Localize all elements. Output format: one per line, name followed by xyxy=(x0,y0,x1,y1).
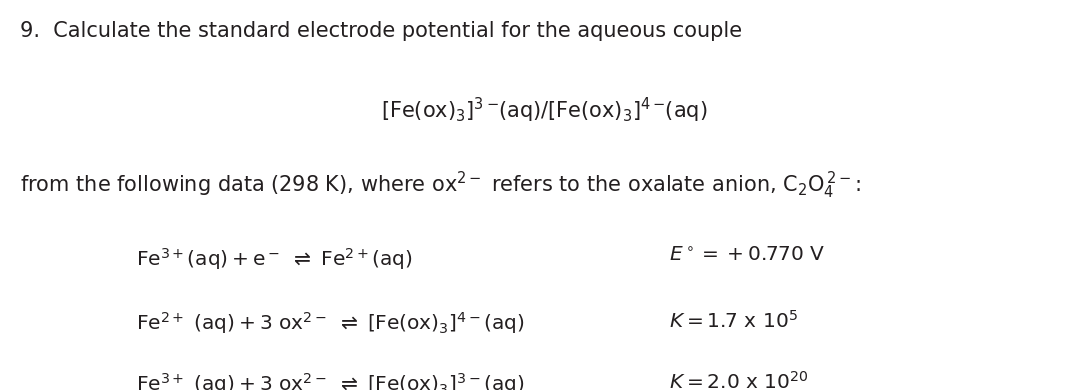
Text: $[\mathrm{Fe(ox)_3}]^{3-}\!(\mathrm{aq})/[\mathrm{Fe(ox)_3}]^{4-}\!(\mathrm{aq}): $[\mathrm{Fe(ox)_3}]^{3-}\!(\mathrm{aq})… xyxy=(381,96,707,125)
Text: 9.  Calculate the standard electrode potential for the aqueous couple: 9. Calculate the standard electrode pote… xyxy=(20,21,742,41)
Text: from the following data (298 K), where ox$^{2-}$ refers to the oxalate anion, C$: from the following data (298 K), where o… xyxy=(20,170,861,201)
Text: $\mathrm{Fe^{3+}\ (aq) + 3\ ox^{2-}\ \rightleftharpoons\ [Fe(ox)_3]^{3-}(aq)}$: $\mathrm{Fe^{3+}\ (aq) + 3\ ox^{2-}\ \ri… xyxy=(136,371,524,390)
Text: $\mathrm{Fe^{2+}\ (aq) + 3\ ox^{2-}\ \rightleftharpoons\ [Fe(ox)_3]^{4-}(aq)}$: $\mathrm{Fe^{2+}\ (aq) + 3\ ox^{2-}\ \ri… xyxy=(136,310,524,336)
Text: $K = 2.0\ \mathrm{x}\ 10^{20}$: $K = 2.0\ \mathrm{x}\ 10^{20}$ xyxy=(669,371,808,390)
Text: $E^\circ = +0.770\ \mathrm{V}$: $E^\circ = +0.770\ \mathrm{V}$ xyxy=(669,246,826,265)
Text: $K = 1.7\ \mathrm{x}\ 10^{5}$: $K = 1.7\ \mathrm{x}\ 10^{5}$ xyxy=(669,310,798,332)
Text: $\mathrm{Fe^{3+}(aq) + e^-\ \rightleftharpoons\ Fe^{2+}(aq)}$: $\mathrm{Fe^{3+}(aq) + e^-\ \rightleftha… xyxy=(136,246,412,271)
